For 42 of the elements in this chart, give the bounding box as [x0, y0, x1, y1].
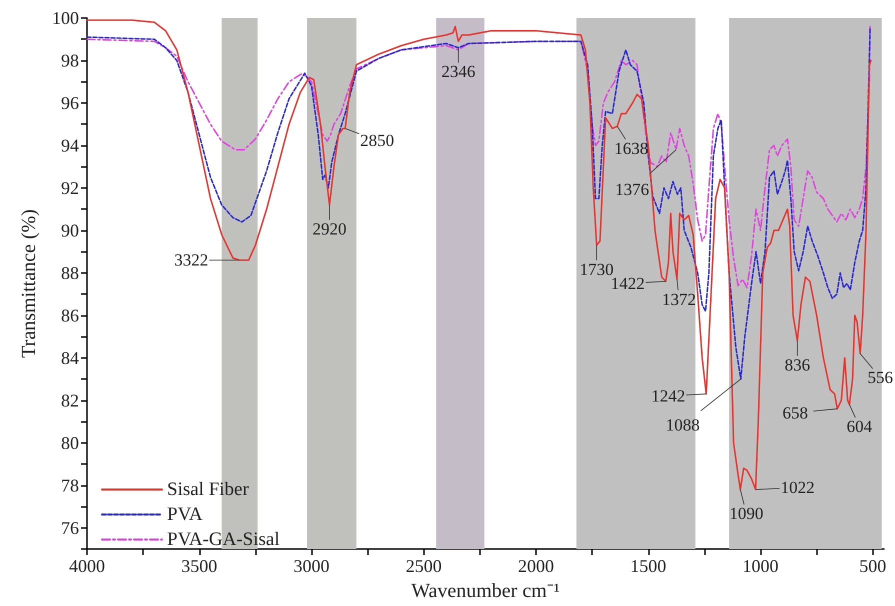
x-axis-title: Wavenumber cm⁻¹ — [411, 580, 560, 602]
annotation: 604 — [846, 417, 873, 436]
annotation: 1090 — [729, 504, 764, 524]
annotation: 1638 — [614, 138, 648, 158]
annotation: 2920 — [312, 219, 346, 238]
y-tick-label: 88 — [61, 262, 79, 283]
y-tick-label: 78 — [61, 475, 79, 496]
y-tick-label: 92 — [61, 178, 79, 198]
y-tick-label: 100 — [52, 8, 79, 28]
annotation: 1088 — [666, 416, 700, 435]
y-tick-label: 82 — [61, 390, 79, 410]
x-tick-label: 1000 — [742, 556, 779, 576]
legend-label: PVA-GA-Sisal — [167, 529, 280, 550]
annotation: 2850 — [360, 130, 394, 150]
y-tick-label: 76 — [61, 518, 79, 538]
x-tick-label: 3000 — [294, 556, 330, 576]
annotation: 836 — [784, 355, 810, 374]
x-tick-label: 2000 — [518, 556, 554, 576]
annotation: 556 — [867, 368, 893, 388]
legend-label: PVA — [167, 504, 203, 525]
y-tick-label: 98 — [61, 50, 79, 70]
y-tick-label: 84 — [61, 348, 79, 368]
annotation: 658 — [782, 403, 808, 422]
annotation: 1372 — [662, 290, 696, 309]
annotation: 2346 — [441, 62, 476, 82]
annotation: 1376 — [615, 180, 650, 200]
annotation: 3322 — [174, 250, 208, 270]
y-tick-label: 90 — [61, 220, 79, 240]
legend-label: Sisal Fiber — [167, 479, 250, 500]
y-tick-label: 80 — [61, 432, 79, 453]
y-tick-label: 96 — [61, 92, 79, 113]
x-tick-label: 500 — [859, 556, 886, 576]
y-axis-title: Transmittance (%) — [18, 209, 40, 358]
x-tick-label: 1500 — [630, 556, 666, 576]
line-series — [86, 26, 871, 288]
y-tick-label: 86 — [61, 305, 79, 326]
y-tick-label: 94 — [61, 135, 79, 156]
x-tick-label: 3500 — [181, 556, 218, 576]
x-tick-label: 4000 — [69, 556, 105, 576]
annotation: 1242 — [651, 386, 686, 406]
annotation: 1022 — [780, 478, 815, 498]
x-tick-label: 2500 — [406, 556, 442, 576]
